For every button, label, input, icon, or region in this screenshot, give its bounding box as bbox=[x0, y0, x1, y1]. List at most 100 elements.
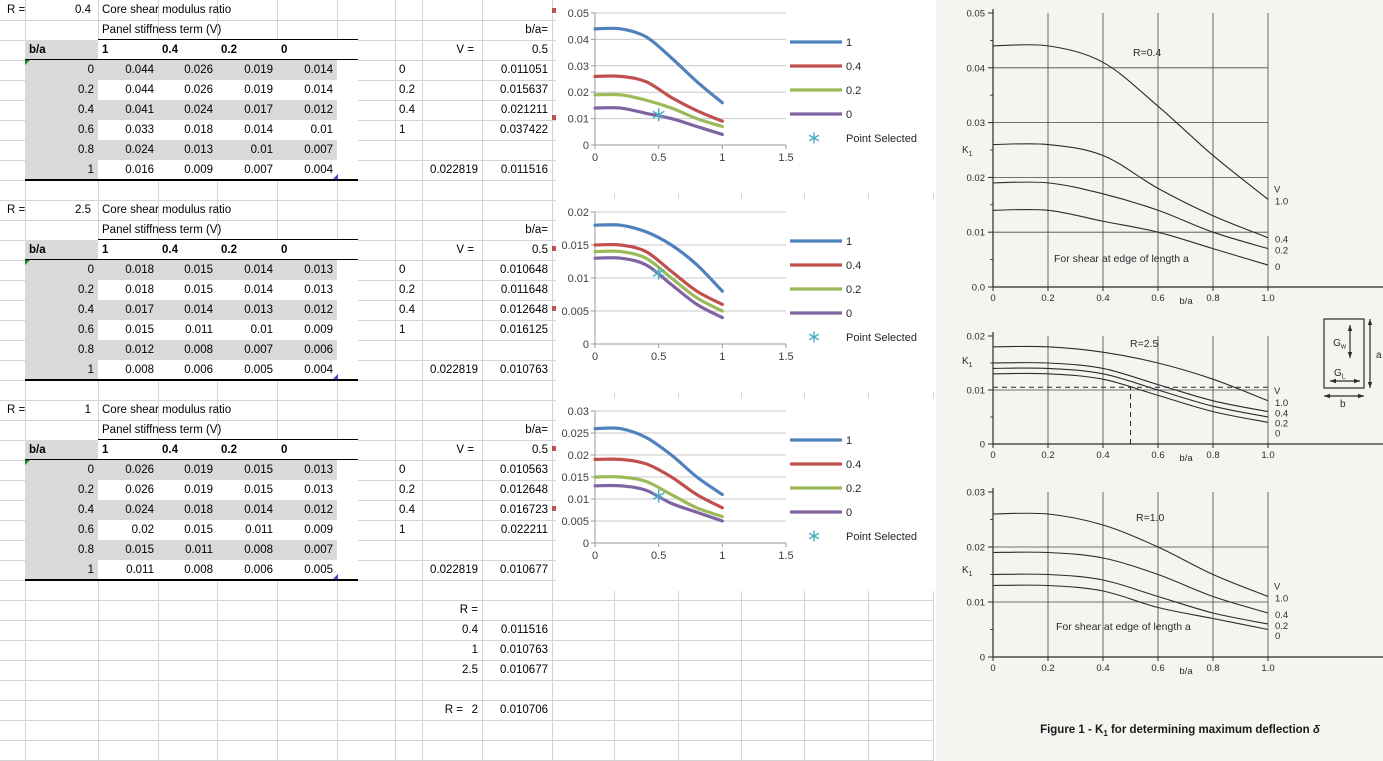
lookup-key-cell[interactable]: 0 bbox=[399, 64, 406, 76]
table-cell[interactable]: 0.008 bbox=[217, 540, 277, 560]
table-cell[interactable]: 0.015 bbox=[158, 260, 217, 280]
table-cell[interactable]: 0.01 bbox=[217, 140, 277, 160]
table-cell[interactable]: 0.005 bbox=[277, 560, 337, 580]
table-cell[interactable]: 0.8 bbox=[25, 140, 98, 160]
column-header-cell[interactable]: 0.4 bbox=[158, 40, 217, 60]
final-r-value-cell[interactable]: 0.010706 bbox=[500, 704, 548, 716]
column-header-cell[interactable]: 0 bbox=[277, 240, 337, 260]
table-cell[interactable]: 0.011 bbox=[158, 320, 217, 340]
lookup-key-cell[interactable]: 0.4 bbox=[399, 504, 415, 516]
table-cell[interactable]: 0.024 bbox=[98, 500, 158, 520]
lookup-key-cell[interactable]: 0.4 bbox=[399, 304, 415, 316]
summary-value-cell[interactable]: 0.010677 bbox=[500, 664, 548, 676]
table-cell[interactable]: 0.011 bbox=[98, 560, 158, 580]
table-cell[interactable]: 0.008 bbox=[98, 360, 158, 380]
column-header-cell[interactable]: 0.2 bbox=[217, 440, 277, 460]
lookup-result-left[interactable]: 0.022819 bbox=[430, 564, 478, 576]
column-header-cell[interactable]: 0.2 bbox=[217, 40, 277, 60]
lookup-key-cell[interactable]: 1 bbox=[399, 324, 406, 336]
table-cell[interactable]: 0.019 bbox=[158, 460, 217, 480]
table-cell[interactable]: 0.02 bbox=[98, 520, 158, 540]
table-cell[interactable]: 0.005 bbox=[217, 360, 277, 380]
lookup-value-cell[interactable]: 0.012648 bbox=[500, 304, 548, 316]
column-header-cell[interactable]: 1 bbox=[98, 40, 158, 60]
column-header-cell[interactable]: 0.4 bbox=[158, 240, 217, 260]
column-header-cell[interactable]: 0 bbox=[277, 440, 337, 460]
lookup-value-cell[interactable]: 0.021211 bbox=[500, 104, 548, 116]
table-cell[interactable]: 0.026 bbox=[98, 480, 158, 500]
lookup-key-cell[interactable]: 1 bbox=[399, 124, 406, 136]
table-cell[interactable]: 0 bbox=[25, 60, 98, 80]
ba-value-cell[interactable]: 0.5 bbox=[532, 444, 548, 456]
table-cell[interactable]: 0 bbox=[25, 260, 98, 280]
table-cell[interactable]: 0.017 bbox=[217, 100, 277, 120]
table-cell[interactable]: 0.006 bbox=[158, 360, 217, 380]
table-cell[interactable]: 0.016 bbox=[98, 160, 158, 180]
table-cell[interactable]: 1 bbox=[25, 360, 98, 380]
summary-key-cell[interactable]: 2.5 bbox=[462, 664, 478, 676]
table-cell[interactable]: 0.013 bbox=[277, 480, 337, 500]
table-cell[interactable]: 0.012 bbox=[98, 340, 158, 360]
lookup-value-cell[interactable]: 0.012648 bbox=[500, 484, 548, 496]
summary-value-cell[interactable]: 0.011516 bbox=[500, 624, 548, 636]
table-cell[interactable]: 0.014 bbox=[217, 280, 277, 300]
r-value-cell[interactable]: 2.5 bbox=[75, 204, 91, 216]
table-cell[interactable]: 0.014 bbox=[217, 500, 277, 520]
embedded-chart-0[interactable]: 0.05 0.04 0.03 0.02 0.01 0 0 0.5 1 1.5 1 0.4 0.2 0 Poi… bbox=[556, 0, 935, 198]
table-cell[interactable]: 0.015 bbox=[98, 320, 158, 340]
table-cell[interactable]: 0.026 bbox=[158, 80, 217, 100]
embedded-chart-2[interactable]: 0.03 0.025 0.02 0.015 0.01 0.005 0 0 0.5 1 1.5 1 0.4… bbox=[556, 398, 935, 596]
table-cell[interactable]: 0.8 bbox=[25, 340, 98, 360]
table-cell[interactable]: 0.018 bbox=[98, 280, 158, 300]
table-cell[interactable]: 0.015 bbox=[217, 460, 277, 480]
table-cell[interactable]: 0.017 bbox=[98, 300, 158, 320]
lookup-result-left[interactable]: 0.022819 bbox=[430, 164, 478, 176]
reference-figure-image[interactable]: 0.050.040.030.020.010.00 0.2 0.4 0.6 0.8 1.0b… bbox=[936, 0, 1383, 761]
table-cell[interactable]: 0.013 bbox=[277, 260, 337, 280]
column-header-cell[interactable]: 1 bbox=[98, 440, 158, 460]
table-cell[interactable]: 0.015 bbox=[98, 540, 158, 560]
table-cell[interactable]: 0.033 bbox=[98, 120, 158, 140]
table-cell[interactable]: 0.041 bbox=[98, 100, 158, 120]
ba-value-cell[interactable]: 0.5 bbox=[532, 44, 548, 56]
table-cell[interactable]: 0.006 bbox=[217, 560, 277, 580]
lookup-key-cell[interactable]: 1 bbox=[399, 524, 406, 536]
r-value-cell[interactable]: 1 bbox=[84, 404, 91, 416]
table-cell[interactable]: 0.6 bbox=[25, 520, 98, 540]
lookup-value-cell[interactable]: 0.016723 bbox=[500, 504, 548, 516]
lookup-key-cell[interactable]: 0 bbox=[399, 464, 406, 476]
table-cell[interactable]: 0.018 bbox=[158, 500, 217, 520]
table-cell[interactable]: 0.014 bbox=[217, 260, 277, 280]
final-r-key-cell[interactable]: 2 bbox=[471, 704, 478, 716]
table-cell[interactable]: 0.2 bbox=[25, 480, 98, 500]
lookup-value-cell[interactable]: 0.011648 bbox=[500, 284, 548, 296]
summary-value-cell[interactable]: 0.010763 bbox=[500, 644, 548, 656]
table-cell[interactable]: 0.026 bbox=[158, 60, 217, 80]
table-cell[interactable]: 0.044 bbox=[98, 80, 158, 100]
table-cell[interactable]: 0.012 bbox=[277, 500, 337, 520]
column-header-cell[interactable]: b/a bbox=[25, 240, 98, 260]
table-cell[interactable]: 0.8 bbox=[25, 540, 98, 560]
summary-key-cell[interactable]: 0.4 bbox=[462, 624, 478, 636]
table-cell[interactable]: 0.009 bbox=[277, 520, 337, 540]
table-cell[interactable]: 1 bbox=[25, 560, 98, 580]
embedded-chart-1[interactable]: 0.02 0.015 0.01 0.005 0 0 0.5 1 1.5 1 0.4 0.2 0 Point… bbox=[556, 199, 935, 397]
lookup-value-cell[interactable]: 0.015637 bbox=[500, 84, 548, 96]
table-cell[interactable]: 0.013 bbox=[277, 280, 337, 300]
table-cell[interactable]: 0.4 bbox=[25, 500, 98, 520]
lookup-value-cell[interactable]: 0.016125 bbox=[500, 324, 548, 336]
table-cell[interactable]: 0.013 bbox=[217, 300, 277, 320]
table-cell[interactable]: 0.024 bbox=[158, 100, 217, 120]
lookup-value-cell[interactable]: 0.011051 bbox=[500, 64, 548, 76]
column-header-cell[interactable]: 1 bbox=[98, 240, 158, 260]
table-cell[interactable]: 0.004 bbox=[277, 360, 337, 380]
column-header-cell[interactable]: b/a bbox=[25, 40, 98, 60]
lookup-value-cell[interactable]: 0.022211 bbox=[500, 524, 548, 536]
column-header-cell[interactable]: 0 bbox=[277, 40, 337, 60]
lookup-value-cell[interactable]: 0.037422 bbox=[500, 124, 548, 136]
column-header-cell[interactable]: 0.4 bbox=[158, 440, 217, 460]
table-cell[interactable]: 0.6 bbox=[25, 320, 98, 340]
lookup-value-cell[interactable]: 0.010648 bbox=[500, 264, 548, 276]
table-cell[interactable]: 0.013 bbox=[277, 460, 337, 480]
table-cell[interactable]: 0.007 bbox=[217, 160, 277, 180]
